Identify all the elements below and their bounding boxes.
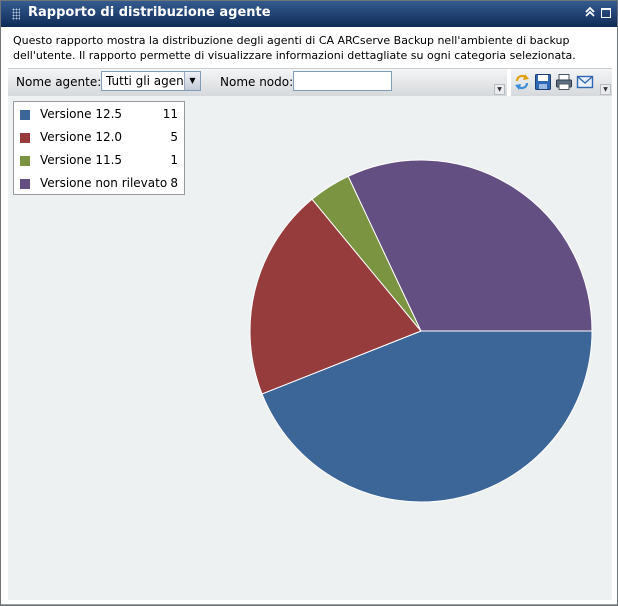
save-button[interactable] — [534, 73, 552, 91]
filter-toolbar: Nome agente: Tutti gli agenti ▼ Nome nod… — [8, 68, 612, 96]
refresh-icon — [515, 74, 529, 90]
window-bottom-border — [1, 604, 617, 605]
chart-area: Versione 12.5 11 Versione 12.0 5 Versione 11… — [8, 96, 612, 600]
legend-count: 11 — [162, 107, 178, 121]
legend-item[interactable]: Versione 12.5 11 — [14, 105, 184, 125]
legend-swatch — [20, 133, 30, 143]
filter-overflow-button[interactable]: ▼ — [494, 84, 505, 95]
legend-item[interactable]: Versione non rilevato 8 — [14, 174, 184, 194]
legend-count: 8 — [170, 176, 178, 190]
chart-legend: Versione 12.5 11 Versione 12.0 5 Versione 11… — [13, 101, 185, 195]
legend-swatch — [20, 110, 30, 120]
pie-slice-versione-non-rilevato[interactable] — [347, 159, 593, 332]
collapse-button[interactable] — [583, 6, 597, 20]
pie-slice-versione-12-5[interactable] — [261, 330, 593, 503]
agent-name-dropdown[interactable]: Tutti gli agenti ▼ — [101, 71, 201, 91]
node-name-input[interactable] — [293, 71, 392, 91]
legend-label: Versione 12.0 — [40, 130, 123, 144]
maximize-icon — [601, 8, 611, 18]
legend-item[interactable]: Versione 12.0 5 — [14, 128, 184, 148]
drag-handle-icon[interactable] — [12, 8, 20, 20]
actions-overflow-button[interactable]: ▼ — [600, 84, 611, 95]
toolbar-separator — [507, 69, 511, 96]
legend-label: Versione 11.5 — [40, 153, 123, 167]
legend-item[interactable]: Versione 11.5 1 — [14, 151, 184, 171]
legend-label: Versione non rilevato — [40, 176, 168, 190]
print-icon — [556, 74, 572, 90]
save-icon — [535, 74, 551, 90]
legend-count: 1 — [170, 153, 178, 167]
agent-name-selected: Tutti gli agenti — [106, 74, 184, 88]
pie-slice-versione-12-0[interactable] — [249, 198, 422, 395]
legend-label: Versione 12.5 — [40, 107, 123, 121]
dropdown-arrow-icon: ▼ — [184, 72, 200, 90]
refresh-button[interactable] — [513, 73, 531, 91]
legend-swatch — [20, 179, 30, 189]
legend-swatch — [20, 156, 30, 166]
email-button[interactable] — [576, 73, 594, 91]
email-icon — [576, 75, 594, 89]
node-name-label: Nome nodo: — [220, 75, 294, 89]
report-description: Questo rapporto mostra la distribuzione … — [13, 34, 576, 62]
double-chevron-up-icon — [585, 6, 595, 17]
agent-name-label: Nome agente: — [16, 75, 102, 89]
pie-chart — [249, 159, 593, 503]
maximize-button[interactable] — [599, 6, 613, 20]
legend-count: 5 — [170, 130, 178, 144]
print-button[interactable] — [555, 73, 573, 91]
title-bar[interactable]: Rapporto di distribuzione agente — [1, 1, 617, 27]
window-title: Rapporto di distribuzione agente — [28, 5, 271, 20]
